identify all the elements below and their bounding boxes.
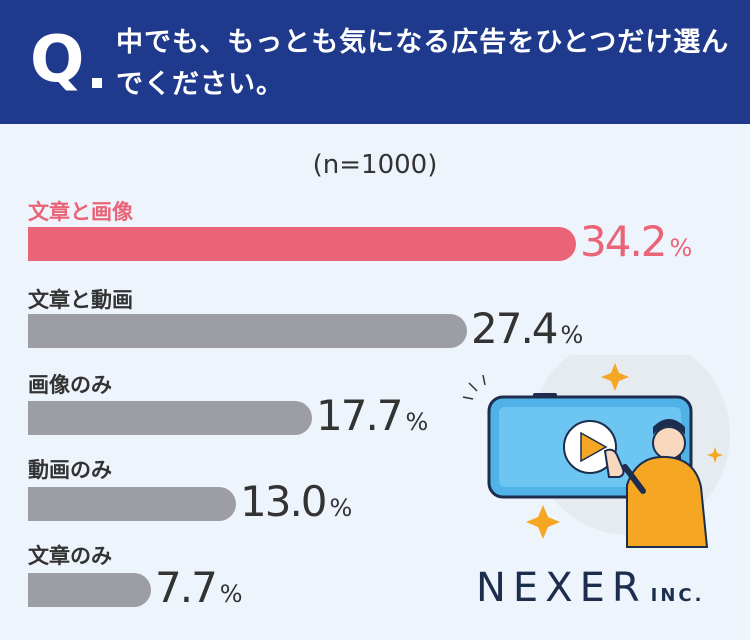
value-number: 34.2 [580, 217, 668, 266]
value-number: 13.0 [240, 477, 328, 526]
value-label: 34.2% [580, 221, 692, 263]
bar [28, 573, 151, 607]
star-icon [707, 447, 723, 463]
video-ad-illustration [462, 355, 730, 548]
person-body [626, 455, 709, 548]
q-mark: Q [30, 23, 85, 97]
sparkle-lines [462, 374, 486, 400]
value-number: 27.4 [471, 304, 559, 353]
percent-unit: % [560, 321, 584, 349]
bar [28, 487, 236, 521]
value-label: 7.7% [155, 567, 243, 609]
q-dot [92, 78, 102, 88]
logo-suffix: INC. [650, 585, 705, 606]
value-label: 13.0% [240, 481, 352, 523]
percent-unit: % [669, 234, 693, 262]
star-icon [526, 505, 560, 539]
percent-unit: % [405, 408, 429, 436]
value-number: 17.7 [316, 391, 404, 440]
category-label: 動画のみ [28, 458, 112, 482]
bar [28, 314, 467, 348]
play-icon [580, 431, 608, 463]
person-hair [653, 419, 685, 435]
bar [28, 227, 576, 261]
bar [28, 401, 312, 435]
nexer-logo: NEXER INC. [476, 568, 704, 608]
star-icon [601, 363, 629, 391]
value-number: 7.7 [155, 563, 218, 612]
category-label: 文章と動画 [28, 288, 133, 312]
question-header: Q 中でも、もっとも気になる広告をひとつだけ選んでください。 [0, 0, 750, 124]
percent-unit: % [329, 494, 353, 522]
person-head [652, 426, 686, 460]
sample-size: (n=1000) [312, 150, 438, 180]
percent-unit: % [219, 580, 243, 608]
category-label: 文章のみ [28, 544, 112, 568]
value-label: 27.4% [471, 308, 583, 350]
logo-name: NEXER [476, 565, 647, 611]
question-text: 中でも、もっとも気になる広告をひとつだけ選んでください。 [116, 27, 730, 100]
category-label: 画像のみ [28, 373, 112, 397]
category-label: 文章と画像 [28, 200, 133, 224]
person-arm [622, 464, 646, 494]
value-label: 17.7% [316, 395, 428, 437]
tablet-button [533, 393, 557, 398]
